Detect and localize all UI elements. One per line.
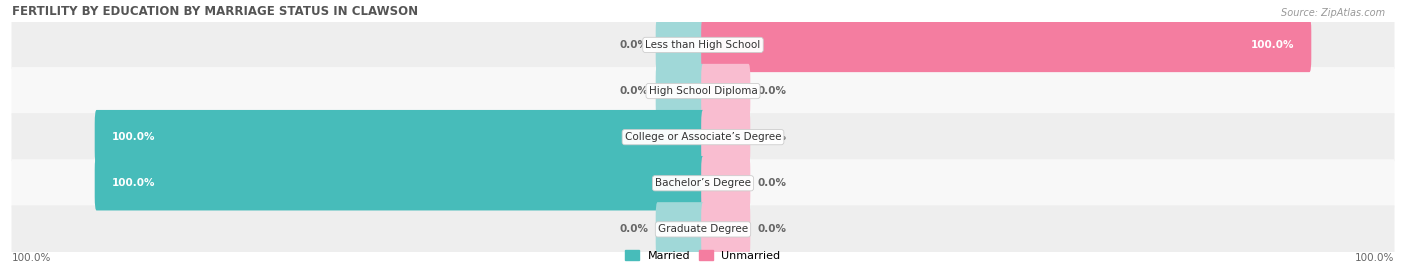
Text: Less than High School: Less than High School	[645, 40, 761, 50]
Text: 0.0%: 0.0%	[620, 86, 648, 96]
Text: 100.0%: 100.0%	[111, 178, 155, 188]
FancyBboxPatch shape	[11, 206, 1395, 253]
Text: 0.0%: 0.0%	[620, 224, 648, 234]
FancyBboxPatch shape	[94, 110, 704, 164]
FancyBboxPatch shape	[702, 156, 751, 210]
Text: Source: ZipAtlas.com: Source: ZipAtlas.com	[1281, 8, 1385, 18]
Text: 100.0%: 100.0%	[1355, 253, 1395, 263]
FancyBboxPatch shape	[702, 110, 751, 164]
FancyBboxPatch shape	[11, 67, 1395, 115]
Text: 0.0%: 0.0%	[758, 86, 786, 96]
Text: 0.0%: 0.0%	[758, 178, 786, 188]
FancyBboxPatch shape	[702, 18, 1312, 72]
FancyBboxPatch shape	[11, 159, 1395, 207]
Text: 100.0%: 100.0%	[1251, 40, 1295, 50]
FancyBboxPatch shape	[11, 113, 1395, 161]
Text: Bachelor’s Degree: Bachelor’s Degree	[655, 178, 751, 188]
FancyBboxPatch shape	[11, 21, 1395, 69]
FancyBboxPatch shape	[94, 156, 704, 210]
Text: 0.0%: 0.0%	[758, 132, 786, 142]
Text: Graduate Degree: Graduate Degree	[658, 224, 748, 234]
FancyBboxPatch shape	[702, 202, 751, 257]
Text: 100.0%: 100.0%	[11, 253, 51, 263]
Text: College or Associate’s Degree: College or Associate’s Degree	[624, 132, 782, 142]
FancyBboxPatch shape	[655, 202, 704, 257]
FancyBboxPatch shape	[702, 64, 751, 118]
Text: High School Diploma: High School Diploma	[648, 86, 758, 96]
FancyBboxPatch shape	[655, 18, 704, 72]
Legend: Married, Unmarried: Married, Unmarried	[621, 246, 785, 265]
Text: 0.0%: 0.0%	[620, 40, 648, 50]
Text: 100.0%: 100.0%	[111, 132, 155, 142]
FancyBboxPatch shape	[655, 64, 704, 118]
Text: FERTILITY BY EDUCATION BY MARRIAGE STATUS IN CLAWSON: FERTILITY BY EDUCATION BY MARRIAGE STATU…	[11, 5, 418, 18]
Text: 0.0%: 0.0%	[758, 224, 786, 234]
